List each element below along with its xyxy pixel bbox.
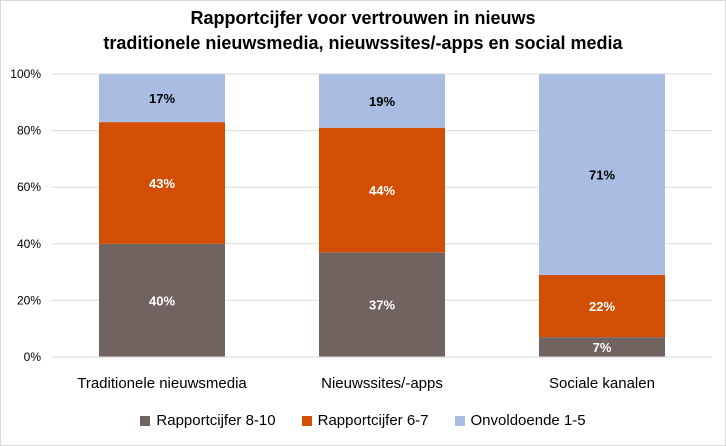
y-tick-label: 80%: [17, 124, 41, 138]
chart-title-line-2: traditionele nieuwsmedia, nieuwssites/-a…: [103, 33, 623, 53]
x-category-label: Traditionele nieuwsmedia: [77, 375, 247, 392]
legend-label: Onvoldoende 1-5: [470, 412, 586, 429]
data-label: 37%: [369, 298, 395, 313]
data-label: 44%: [369, 183, 395, 198]
bar-segment: [99, 74, 225, 123]
legend-swatch: [301, 415, 312, 426]
bar-segment: [319, 74, 445, 128]
y-tick-label: 100%: [10, 67, 41, 81]
legend-item-onvoldoende-1-5: Onvoldoende 1-5: [454, 412, 586, 429]
data-label: 17%: [149, 91, 175, 106]
legend-item-rapportcijfer-6-7: Rapportcijfer 6-7: [301, 412, 429, 429]
bar-segment: [539, 74, 665, 275]
data-label: 22%: [589, 299, 615, 314]
bar-segment: [99, 122, 225, 244]
legend-swatch: [454, 415, 465, 426]
chart-title: Rapportcijfer voor vertrouwen in nieuws …: [0, 6, 726, 56]
legend-item-rapportcijfer-8-10: Rapportcijfer 8-10: [140, 412, 276, 429]
x-category-label: Sociale kanalen: [549, 375, 655, 392]
bar-segment: [539, 337, 665, 357]
legend-swatch: [140, 415, 151, 426]
data-label: 40%: [149, 293, 175, 308]
legend-label: Rapportcijfer 8-10: [156, 412, 276, 429]
bar-segment: [319, 252, 445, 357]
legend-label: Rapportcijfer 6-7: [317, 412, 429, 429]
bar-segment: [99, 243, 225, 357]
data-label: 7%: [593, 340, 612, 355]
chart-title-line-1: Rapportcijfer voor vertrouwen in nieuws: [190, 8, 536, 28]
y-tick-label: 20%: [17, 293, 41, 307]
y-tick-label: 40%: [17, 237, 41, 251]
data-label: 43%: [149, 176, 175, 191]
data-label: 71%: [589, 167, 615, 182]
chart-legend: Rapportcijfer 8-10 Rapportcijfer 6-7 Onv…: [0, 412, 726, 429]
y-tick-label: 0%: [24, 350, 42, 364]
bar-segment: [539, 274, 665, 338]
y-tick-label: 60%: [17, 180, 41, 194]
data-label: 19%: [369, 94, 395, 109]
bar-segment: [319, 127, 445, 253]
x-category-label: Nieuwssites/-apps: [321, 375, 443, 392]
